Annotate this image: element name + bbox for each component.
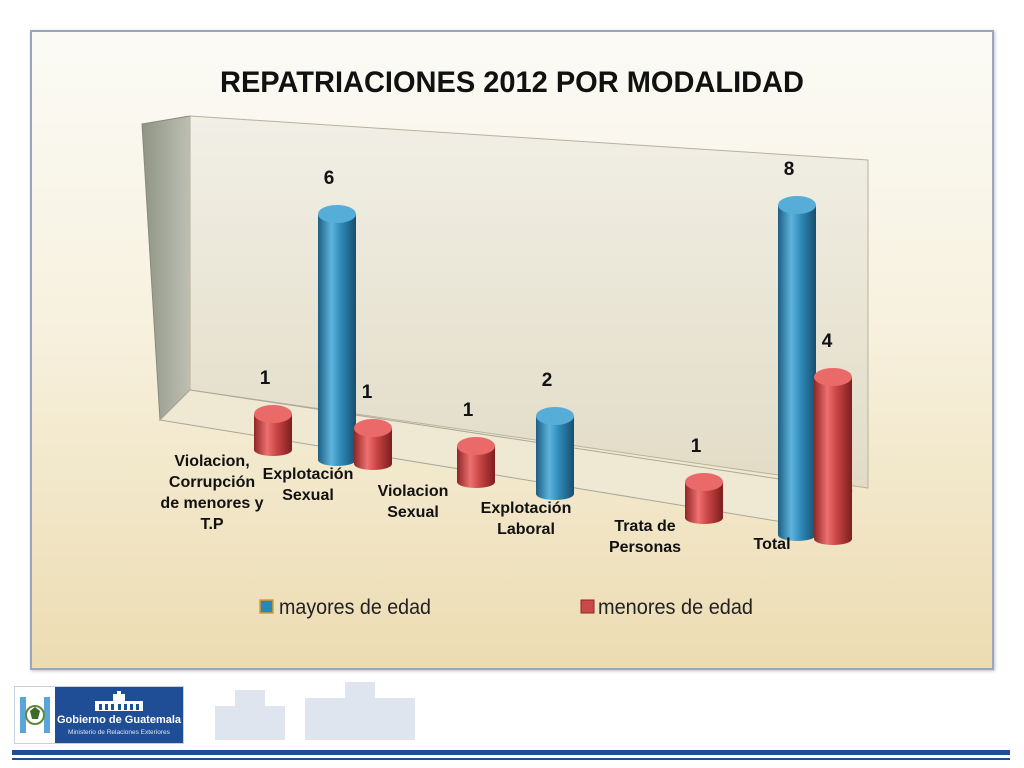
logo-band: Gobierno de Guatemala Ministerio de Rela… [55, 687, 183, 743]
bar-total-mayores [778, 196, 816, 541]
footer-line-thin [12, 758, 1010, 760]
bar-body [685, 482, 723, 524]
bar-explotacion-sexual-mayores [318, 205, 356, 466]
category-label-trata-personas: Trata de Personas [609, 518, 681, 556]
bar-violacion-sexual-menores [457, 437, 495, 488]
bar-body [254, 414, 292, 456]
government-logo: Gobierno de Guatemala Ministerio de Rela… [14, 686, 184, 744]
bar-explotacion-sexual-menores [354, 419, 392, 470]
guatemala-coat-of-arms-icon [15, 687, 55, 743]
chart-back-wall [189, 115, 869, 489]
bar-cap [536, 407, 574, 425]
national-palace-icon [95, 691, 143, 711]
category-label-violacion-sexual: Violacion Sexual [378, 483, 449, 521]
bar-trata-personas-menores [685, 473, 723, 524]
bar-body [457, 446, 495, 488]
category-label-violacion-corrupcion: Violacion, Corrupción de menores y T.P [160, 453, 263, 533]
bar-cap [814, 368, 852, 386]
bar-total-menores [814, 368, 852, 545]
logo-subtext: Ministerio de Relaciones Exteriores [68, 729, 170, 736]
legend-item-mayores: mayores de edad [259, 596, 431, 619]
bar-body [536, 416, 574, 500]
bar-cap [685, 473, 723, 491]
bar-chart: REPATRIACIONES 2012 POR MODALIDAD 161121… [141, 66, 869, 619]
footer-line-thick [12, 750, 1010, 755]
bar-violacion-corrupcion-menores [254, 405, 292, 456]
legend: mayores de edad menores de edad [259, 596, 753, 619]
bar-body [814, 377, 852, 545]
logo-text: Gobierno de Guatemala [56, 714, 182, 726]
bar-cap [457, 437, 495, 455]
chart-side-wall [141, 115, 191, 422]
legend-item-menores: menores de edad [580, 596, 753, 619]
value-label-violacion-corrupcion-menores: 1 [260, 368, 271, 389]
bar-cap [254, 405, 292, 423]
legend-swatch-menores [580, 599, 595, 614]
category-label-explotacion-laboral: Explotación Laboral [481, 500, 572, 538]
category-label-total: Total [753, 536, 790, 553]
bar-explotacion-laboral-mayores [536, 407, 574, 500]
value-label-explotacion-laboral-mayores: 2 [542, 370, 553, 391]
category-label-explotacion-sexual: Explotación Sexual [263, 466, 354, 504]
bar-body [778, 205, 816, 541]
value-label-violacion-sexual-menores: 1 [463, 400, 474, 421]
value-label-total-mayores: 8 [784, 159, 795, 180]
bar-body [354, 428, 392, 470]
legend-swatch-mayores [259, 599, 274, 614]
bar-cap [354, 419, 392, 437]
value-label-total-menores: 4 [822, 331, 833, 352]
footer: Gobierno de Guatemala Ministerio de Rela… [0, 672, 1024, 768]
chart-title: REPATRIACIONES 2012 POR MODALIDAD [220, 66, 804, 99]
faded-building-watermark [215, 682, 415, 740]
value-label-trata-personas-menores: 1 [691, 436, 702, 457]
legend-label-menores: menores de edad [598, 596, 753, 619]
bar-body [318, 214, 356, 466]
bar-cap [318, 205, 356, 223]
bar-cap [778, 196, 816, 214]
value-label-explotacion-sexual-menores: 1 [362, 382, 373, 403]
value-label-explotacion-sexual-mayores: 6 [324, 168, 335, 189]
legend-label-mayores: mayores de edad [279, 596, 431, 619]
